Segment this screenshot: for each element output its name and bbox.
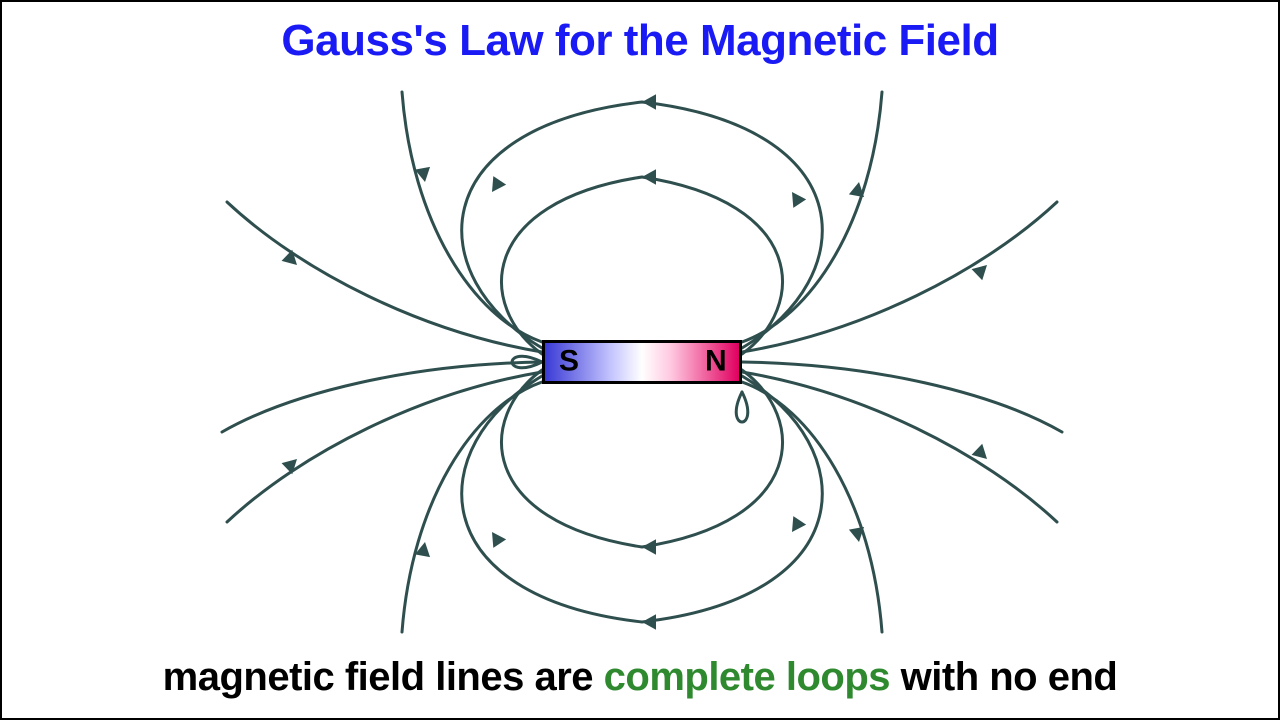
magnet-label-n: N: [705, 344, 727, 378]
page-title: Gauss's Law for the Magnetic Field: [2, 16, 1278, 66]
bar-magnet: S N: [542, 340, 742, 384]
frame: Gauss's Law for the Magnetic Field S N m…: [0, 0, 1280, 720]
caption: magnetic field lines are complete loops …: [2, 655, 1278, 700]
field-diagram: S N: [2, 82, 1280, 642]
magnet-label-s: S: [559, 344, 579, 378]
caption-seg-2: with no end: [890, 655, 1117, 699]
caption-seg-0: magnetic field lines are: [163, 655, 604, 699]
caption-seg-1: complete loops: [604, 655, 890, 699]
